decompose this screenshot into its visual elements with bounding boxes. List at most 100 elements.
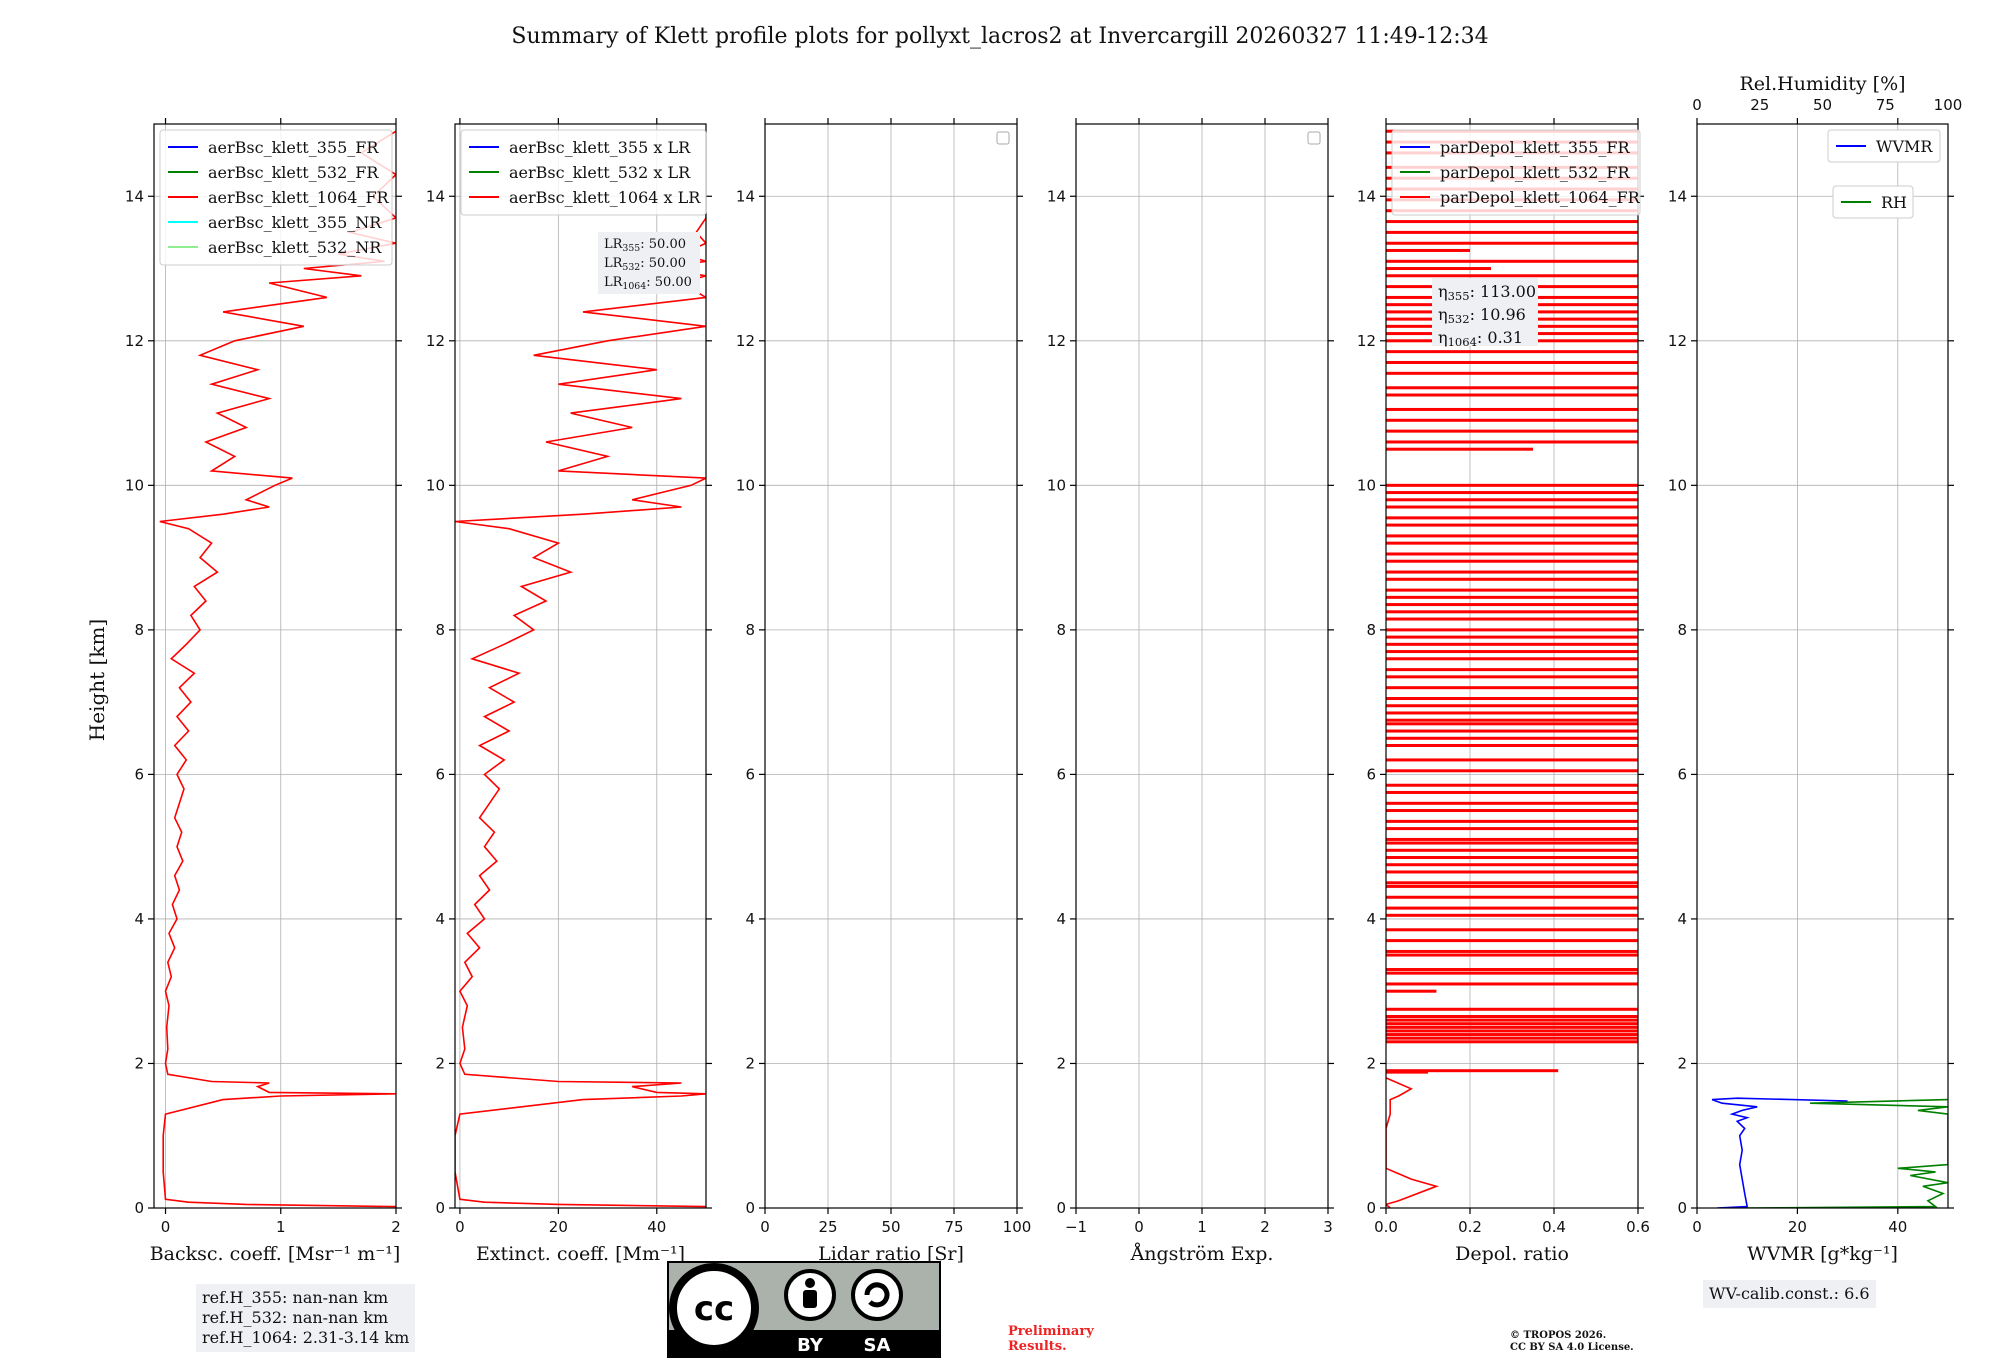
- y-tick-label: 10: [736, 476, 755, 494]
- depol-spike: [1386, 516, 1638, 520]
- x-tick-label: 20: [549, 1218, 568, 1236]
- annotation-background: [598, 232, 700, 294]
- depol-spike: [1386, 1033, 1638, 1037]
- y-tick-label: 14: [125, 187, 144, 205]
- depol-spike: [1386, 982, 1638, 986]
- depol-spike: [1386, 971, 1638, 975]
- copyright-note: © TROPOS 2026. CC BY SA 4.0 License.: [1510, 1330, 1634, 1354]
- depol-spike: [1386, 407, 1638, 411]
- depol-spike: [1386, 743, 1638, 747]
- depol-spike: [1386, 274, 1638, 278]
- x-tick-label: 0: [760, 1218, 770, 1236]
- sa-label: SA: [864, 1335, 891, 1356]
- panel-wvmr: 0 20 40 0 2 4 6 8 10 12 14 WVMR [g*kg⁻¹] 0 25 50 75 100 R…: [1668, 73, 1962, 1265]
- panel-extinction: 0 20 40 0 2 4 6 8 10 12 14 Extinct. coeff. [Mm⁻¹] ae…: [426, 118, 712, 1265]
- depol-spike: [1386, 610, 1638, 614]
- x-tick-label: 50: [881, 1218, 900, 1236]
- depol-spike: [1386, 953, 1638, 957]
- depol-spike: [1386, 248, 1470, 252]
- depol-spike: [1386, 230, 1638, 234]
- wv-calib-box: WV-calib.const.: 6.6: [1703, 1280, 1876, 1308]
- y-tick-label: 4: [435, 910, 445, 928]
- depol-spike: [1386, 736, 1638, 740]
- y-tick-label: 14: [1668, 187, 1687, 205]
- reference-height-box: ref.H_355: nan-nan km ref.H_532: nan-nan…: [196, 1284, 416, 1352]
- x-tick-label: 0.6: [1626, 1218, 1650, 1236]
- depol-spike: [1386, 259, 1638, 263]
- depol-spike: [1386, 534, 1638, 538]
- grid: [154, 124, 397, 1209]
- legend-label: aerBsc_klett_532_FR: [208, 163, 379, 182]
- depol-spike: [1386, 718, 1638, 722]
- series-group: [455, 131, 706, 1208]
- depol-spike: [1386, 447, 1533, 451]
- depol-spike: [1386, 928, 1638, 932]
- depol-spike: [1386, 884, 1638, 888]
- y-axis-label: Height [km]: [85, 619, 109, 741]
- depol-calib-annotation: η355: 113.00: [1438, 282, 1536, 303]
- depol-spike: [1386, 1014, 1638, 1018]
- depol-spike: [1386, 881, 1638, 885]
- depol-spike: [1386, 267, 1491, 271]
- x-tick-label: 2: [391, 1218, 401, 1236]
- legend-label: WVMR: [1876, 137, 1933, 156]
- cc-text: cc: [694, 1289, 734, 1329]
- depol-spike: [1386, 668, 1638, 672]
- x-tick-label: −1: [1065, 1218, 1087, 1236]
- lidar-ratio-annotation: LR1064: 50.00: [604, 275, 692, 292]
- depol-spike: [1386, 801, 1638, 805]
- depol-spike: [1386, 913, 1638, 917]
- series-line-aerBsc_klett_1064_FR: [159, 130, 396, 1208]
- depol-spike: [1386, 686, 1638, 690]
- depol-spike: [1386, 827, 1638, 831]
- series-group: [159, 130, 396, 1208]
- depol-spike: [1386, 635, 1638, 639]
- legend-label: aerBsc_klett_532 x LR: [509, 163, 691, 182]
- depol-spike: [1386, 505, 1638, 509]
- x-axis-label: Ångström Exp.: [1130, 1243, 1274, 1265]
- y-tick-label: 6: [745, 765, 755, 783]
- y-tick-label: 4: [1677, 910, 1687, 928]
- legend-label: aerBsc_klett_532_NR: [208, 238, 382, 257]
- depol-spike: [1386, 848, 1638, 852]
- depol-spike: [1386, 657, 1638, 661]
- y-tick-label: 14: [736, 187, 755, 205]
- y-tick-label: 4: [1366, 910, 1376, 928]
- panel-lidar_ratio: 0 25 50 75 100 0 2 4 6 8 10 12 14 Lidar ratio [Sr]: [736, 118, 1031, 1265]
- depol-spike: [1386, 863, 1638, 867]
- depol-spike: [1386, 783, 1638, 787]
- y-tick-label: 2: [1677, 1054, 1687, 1072]
- x-axis-label: Depol. ratio: [1455, 1243, 1569, 1265]
- depol-spike: [1386, 704, 1638, 708]
- empty-legend-box: [1307, 131, 1321, 145]
- ref-height-532: ref.H_532: nan-nan km: [202, 1308, 389, 1327]
- legend-label: aerBsc_klett_355 x LR: [509, 138, 691, 157]
- depol-spike: [1386, 552, 1638, 556]
- y-tick-label: 2: [134, 1054, 144, 1072]
- depol-spike: [1386, 1007, 1638, 1011]
- top-x-axis-label: Rel.Humidity [%]: [1739, 73, 1905, 95]
- preliminary-line-2: Results.: [1008, 1339, 1067, 1354]
- y-tick-label: 0: [134, 1199, 144, 1217]
- y-tick-label: 10: [1357, 476, 1376, 494]
- legend-box: [1832, 185, 1914, 219]
- x-tick-label: 0: [1134, 1218, 1144, 1236]
- y-tick-label: 12: [1047, 332, 1066, 350]
- legend-label: aerBsc_klett_355_NR: [208, 213, 382, 232]
- depol-spike: [1386, 220, 1638, 224]
- ref-height-355: ref.H_355: nan-nan km: [202, 1288, 389, 1307]
- grid: [764, 124, 1018, 1209]
- y-tick-label: 6: [1056, 765, 1066, 783]
- y-tick-label: 8: [1677, 621, 1687, 639]
- legend-box: [1827, 129, 1941, 163]
- ref-height-1064: ref.H_1064: 2.31-3.14 km: [202, 1328, 410, 1347]
- y-tick-label: 8: [745, 621, 755, 639]
- depol-spike: [1386, 360, 1638, 364]
- axes-frame: [454, 123, 707, 1209]
- depol-spike: [1386, 523, 1638, 527]
- grid: [1075, 124, 1329, 1209]
- depol-spike: [1386, 895, 1638, 899]
